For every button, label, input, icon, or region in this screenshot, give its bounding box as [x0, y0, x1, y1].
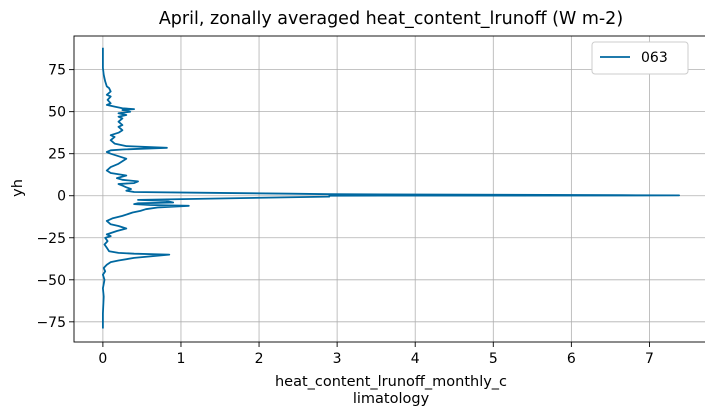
- y-tick-label: −50: [36, 273, 66, 289]
- x-axis-label-line2: limatology: [353, 391, 430, 407]
- x-tick-label: 3: [333, 351, 342, 367]
- legend-entry-label: 063: [641, 50, 668, 66]
- legend-box: [591, 41, 689, 75]
- y-tick-label: −25: [36, 231, 66, 247]
- x-tick-label: 0: [98, 351, 107, 367]
- series-line-063: [102, 47, 680, 329]
- series-layer: [102, 47, 680, 329]
- x-tick-label: 7: [645, 351, 654, 367]
- y-tick-label: −75: [36, 315, 66, 331]
- y-gridlines: [74, 69, 705, 323]
- y-tick-label: 0: [57, 189, 66, 205]
- y-tick-label: 25: [48, 147, 66, 163]
- x-tick-label: 6: [567, 351, 576, 367]
- chart-title: April, zonally averaged heat_content_lru…: [159, 9, 623, 29]
- y-axis-ticks: −75 −50 −25 0 25 50 75: [36, 63, 74, 331]
- legend: 063: [591, 41, 689, 75]
- x-axis-ticks: 0 1 2 3 4 5 6 7: [98, 342, 654, 367]
- x-gridlines: [102, 36, 650, 342]
- x-tick-label: 5: [489, 351, 498, 367]
- y-axis-label: yh: [10, 179, 26, 197]
- x-tick-label: 2: [255, 351, 264, 367]
- y-tick-label: 50: [48, 105, 66, 121]
- plot-frame: [73, 35, 705, 343]
- y-tick-label: 75: [48, 63, 66, 79]
- x-axis-label-line1: heat_content_lrunoff_monthly_c: [275, 374, 507, 390]
- x-tick-label: 1: [177, 351, 186, 367]
- x-tick-label: 4: [411, 351, 420, 367]
